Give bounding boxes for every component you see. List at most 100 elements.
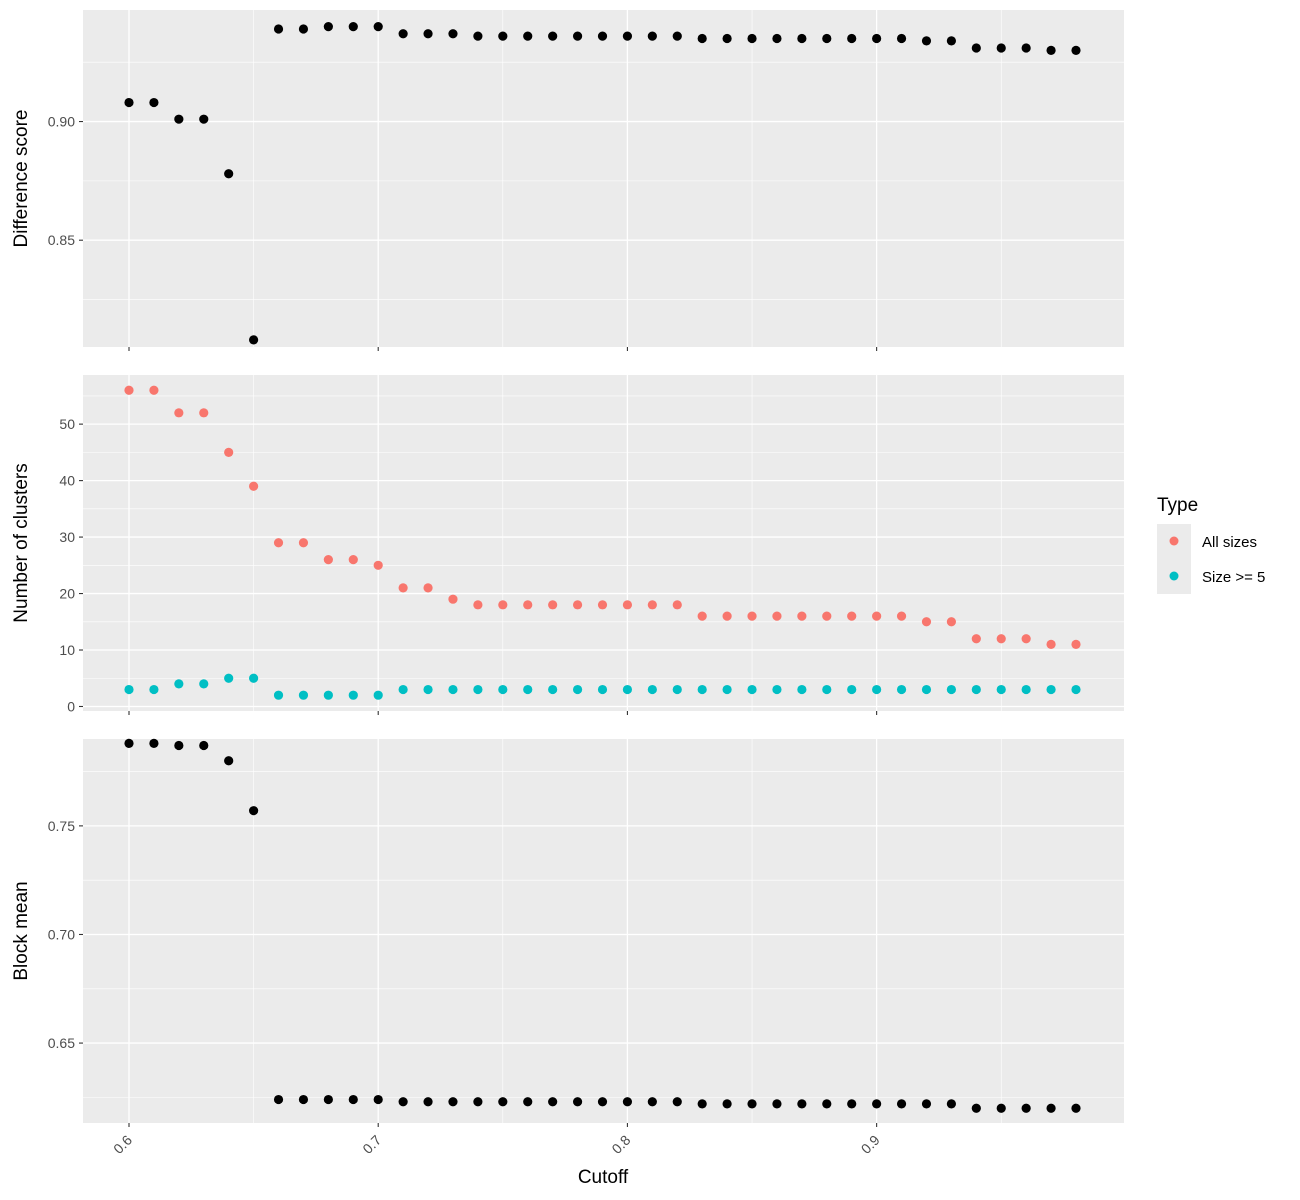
data-point (672, 600, 682, 610)
data-point (373, 22, 383, 32)
data-point (772, 1099, 782, 1109)
data-point (548, 1097, 558, 1107)
data-point (772, 611, 782, 621)
data-point (249, 806, 259, 816)
data-point (1071, 1103, 1081, 1113)
panel-2: 0 10 20 30 40 50 Number of clusters (11, 375, 1124, 715)
data-point (722, 1099, 732, 1109)
data-point (523, 31, 533, 41)
y-tick-label: 40 (59, 473, 75, 489)
panel-3: 0.65 0.70 0.75 Block mean 0.6 0.7 0.8 0.9 (11, 738, 1124, 1157)
data-point (971, 634, 981, 644)
x-tick-label: 0.9 (858, 1132, 883, 1157)
data-point (199, 114, 209, 124)
data-point (921, 36, 932, 46)
data-point (149, 738, 159, 748)
data-point (149, 385, 159, 395)
data-point (224, 673, 234, 683)
y-tick-label: 0.65 (48, 1035, 75, 1051)
data-point (672, 31, 682, 41)
legend-key-bg (1157, 524, 1191, 594)
data-point (498, 1097, 508, 1107)
data-point (847, 33, 857, 44)
panel-1: 0.85 0.90 Difference score (11, 10, 1124, 351)
y-tick-label: 50 (59, 416, 75, 432)
data-point (896, 1099, 907, 1109)
data-point (548, 600, 558, 610)
data-point (523, 1097, 533, 1107)
data-point (273, 24, 284, 34)
data-point (946, 684, 956, 695)
data-point (896, 33, 907, 44)
data-point (722, 611, 732, 621)
data-point (398, 29, 408, 39)
data-point (124, 684, 134, 695)
data-point (124, 738, 134, 748)
data-point (174, 408, 184, 418)
data-point (124, 97, 134, 108)
data-point (174, 740, 184, 751)
data-point (572, 684, 583, 695)
data-point (747, 611, 757, 621)
data-point (348, 22, 358, 32)
data-point (423, 29, 433, 39)
y-tick-label: 20 (59, 586, 75, 602)
data-point (722, 684, 732, 695)
data-point (1046, 684, 1056, 695)
data-point (149, 97, 159, 108)
data-point (298, 24, 309, 34)
data-point (224, 756, 234, 766)
data-point (149, 684, 159, 695)
data-point (572, 31, 583, 41)
data-point (622, 31, 633, 41)
y-tick-label: 0.70 (48, 926, 75, 942)
data-point (672, 684, 682, 695)
y-tick-label: 0.75 (48, 818, 75, 834)
data-point (622, 684, 633, 695)
data-point (174, 114, 184, 124)
data-point (273, 538, 284, 548)
data-point (1046, 639, 1056, 649)
legend-label-size-ge-5: Size >= 5 (1202, 569, 1265, 586)
data-point (448, 594, 458, 604)
data-point (548, 31, 558, 41)
data-point (872, 684, 882, 695)
data-point (1046, 1103, 1056, 1113)
data-point (224, 169, 234, 179)
series-1 (124, 385, 1081, 649)
y-tick-label: 10 (59, 642, 75, 658)
x-tick-label: 0.7 (359, 1132, 384, 1157)
data-point (647, 600, 657, 610)
data-point (622, 600, 633, 610)
data-point (323, 690, 333, 700)
legend-key-all-sizes (1169, 536, 1179, 546)
data-point (822, 611, 832, 621)
data-point (996, 43, 1006, 53)
data-point (697, 33, 707, 44)
data-point (323, 22, 333, 32)
legend-label-all-sizes: All sizes (1202, 534, 1257, 551)
data-point (373, 1094, 383, 1105)
data-point (348, 1094, 358, 1105)
data-point (423, 1097, 433, 1107)
data-point (822, 1099, 832, 1109)
data-point (872, 611, 882, 621)
data-point (199, 408, 209, 418)
data-point (498, 684, 508, 695)
data-point (946, 617, 956, 627)
data-point (747, 1099, 757, 1109)
data-point (647, 1097, 657, 1107)
data-point (921, 617, 932, 627)
data-point (1021, 634, 1031, 644)
data-point (298, 1094, 309, 1105)
data-point (921, 684, 932, 695)
data-point (946, 1099, 956, 1109)
data-point (597, 31, 608, 41)
data-point (797, 684, 807, 695)
y-tick-label: 30 (59, 529, 75, 545)
data-point (423, 583, 433, 593)
data-point (1071, 684, 1081, 695)
data-point (647, 684, 657, 695)
data-point (797, 611, 807, 621)
data-point (697, 611, 707, 621)
